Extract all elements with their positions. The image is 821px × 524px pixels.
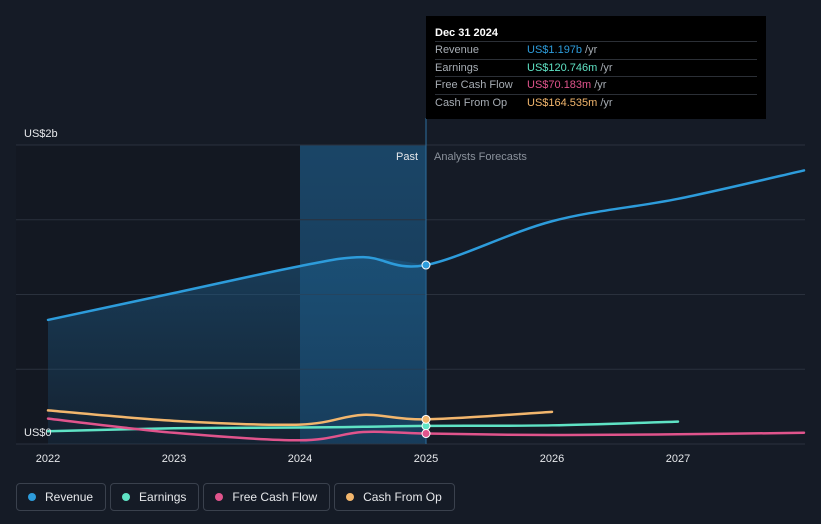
legend-label: Earnings (139, 490, 187, 504)
tooltip-row-revenue: Revenue US$1.197b /yr (435, 41, 757, 59)
y-tick-label: US$2b (24, 128, 58, 140)
tooltip-value: US$1.197b (527, 44, 583, 56)
cash-from-op-point (421, 414, 431, 424)
tooltip-date: Dec 31 2024 (435, 27, 498, 39)
x-tick-label: 2026 (540, 453, 564, 465)
x-tick-label: 2023 (162, 453, 186, 465)
forecast-label: Analysts Forecasts (434, 151, 527, 163)
earnings-dot-icon (122, 493, 131, 501)
past-label: Past (396, 151, 418, 163)
tooltip-unit: /yr (594, 79, 607, 91)
x-tick-label: 2024 (288, 453, 312, 465)
earnings-line (46, 420, 680, 433)
legend-item-free-cash-flow[interactable]: Free Cash Flow (203, 483, 331, 511)
revenue-point (421, 260, 431, 270)
legend-item-cash-from-op[interactable]: Cash From Op (334, 483, 455, 511)
revenue-dot-icon (28, 493, 36, 501)
tooltip-unit: /yr (600, 96, 613, 109)
x-tick-label: 2022 (36, 453, 60, 465)
legend-item-revenue[interactable]: Revenue (16, 483, 107, 511)
free-cash-flow-line (46, 417, 806, 442)
legend-item-earnings[interactable]: Earnings (110, 483, 200, 511)
chart-plot: US$2b US$0 2022 2023 2024 2025 2026 2027 Past Ana… (16, 118, 806, 465)
free-cash-flow-point (421, 429, 431, 439)
tooltip-value: US$70.183m (527, 79, 592, 91)
tooltip-label: Revenue (435, 44, 480, 56)
tooltip-value: US$164.535m (527, 96, 598, 109)
x-tick-label: 2025 (414, 453, 438, 465)
cash-from-op-line (46, 409, 554, 427)
cash-from-op-dot-icon (346, 493, 355, 501)
free-cash-flow-dot-icon (215, 493, 224, 501)
data-tooltip: Dec 31 2024 Revenue US$1.197b /yr Earnin… (426, 16, 766, 119)
legend-label: Cash From Op (363, 490, 442, 504)
tooltip-label: Cash From Op (435, 96, 508, 109)
x-tick-label: 2027 (666, 453, 690, 465)
tooltip-unit: /yr (600, 61, 613, 74)
revenue-area (48, 257, 426, 444)
tooltip-row-earnings: Earnings US$120.746m /yr (435, 58, 757, 77)
tooltip-label: Earnings (435, 61, 479, 74)
tooltip-value: US$120.746m (527, 61, 598, 74)
legend-label: Revenue (45, 490, 94, 504)
tooltip-row-free-cash-flow: Free Cash Flow US$70.183m /yr (435, 76, 757, 94)
chart-legend: Revenue Earnings Free Cash Flow Cash Fro… (16, 483, 455, 511)
revenue-line (46, 169, 806, 322)
y-tick-label: US$0 (24, 427, 52, 439)
tooltip-label: Free Cash Flow (435, 79, 513, 91)
legend-label: Free Cash Flow (232, 490, 318, 504)
tooltip-row-cash-from-op: Cash From Op US$164.535m /yr (435, 93, 757, 112)
tooltip-unit: /yr (585, 44, 598, 56)
